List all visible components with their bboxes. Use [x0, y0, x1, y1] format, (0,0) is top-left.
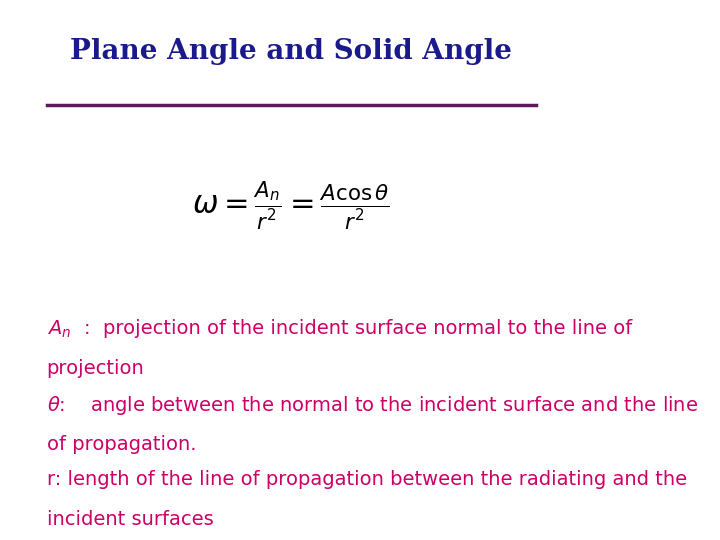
Text: projection: projection	[47, 359, 144, 378]
Text: incident surfaces: incident surfaces	[47, 510, 213, 529]
Text: $A_n$: $A_n$	[47, 319, 71, 340]
Text: Plane Angle and Solid Angle: Plane Angle and Solid Angle	[70, 38, 512, 65]
Text: :  projection of the incident surface normal to the line of: : projection of the incident surface nor…	[84, 319, 633, 338]
Text: $\omega = \frac{A_n}{r^2} = \frac{A\cos\theta}{r^2}$: $\omega = \frac{A_n}{r^2} = \frac{A\cos\…	[192, 179, 390, 232]
Text: $\theta$:    angle between the normal to the incident surface and the line: $\theta$: angle between the normal to th…	[47, 394, 698, 417]
Text: r: length of the line of propagation between the radiating and the: r: length of the line of propagation bet…	[47, 470, 687, 489]
Text: of propagation.: of propagation.	[47, 435, 196, 454]
